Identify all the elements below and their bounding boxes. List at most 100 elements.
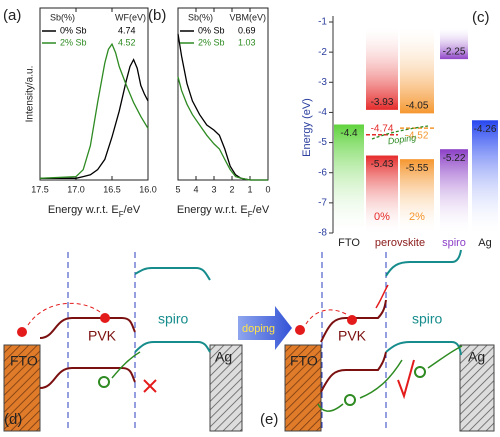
series-line: [177, 33, 268, 181]
fto-electrode: [3, 344, 41, 432]
column-label: 2%: [409, 211, 425, 223]
energy-band: [472, 120, 498, 233]
label: PVK: [338, 328, 367, 344]
ag-electrode: [209, 344, 243, 432]
legend-header: Sb(%): [50, 12, 75, 22]
group-label: perovskite: [375, 237, 425, 249]
x-tick-label: 5: [175, 184, 180, 194]
level-label: -2.25: [443, 46, 466, 57]
fermi-label: -4.52: [406, 131, 429, 142]
energy-band: [440, 28, 468, 60]
pvk-cb: [39, 317, 136, 339]
transfer-arrow: [317, 403, 344, 412]
blocked-mark: [143, 379, 157, 393]
level-label: -4.4: [340, 128, 358, 139]
diagram-d: FTO PVK spiro Ag (d): [3, 252, 243, 432]
panel-label: (e): [260, 411, 278, 428]
diagram-e: doping FTO PVK spiro Ag (e): [238, 249, 495, 432]
label: Ag: [215, 349, 232, 365]
transfer-arrow: [375, 284, 389, 309]
legend-header: Sb(%): [188, 12, 213, 22]
spiro-homo: [385, 341, 462, 356]
energy-band: [400, 28, 434, 114]
y-tick-label: -2: [318, 47, 327, 58]
label: Ag: [468, 349, 485, 365]
y-tick-label: -3: [318, 77, 327, 88]
legend-header: VBM(eV): [229, 12, 266, 22]
level-label: -5.55: [406, 163, 429, 174]
hole: [98, 376, 110, 388]
x-tick-label: 17.5: [31, 184, 49, 194]
legend-label: 2% Sb: [198, 37, 225, 47]
level-label: -4.05: [406, 101, 429, 112]
x-axis-label-sub: F: [248, 210, 253, 219]
column-label: 0%: [374, 211, 390, 223]
panel-label: (a): [3, 7, 21, 24]
spiro-homo: [134, 341, 211, 353]
electron: [295, 325, 305, 335]
x-axis-label-part: Energy w.r.t. E: [177, 204, 248, 216]
doping-arrow: [238, 306, 292, 350]
hole: [414, 366, 426, 378]
x-axis-label-part: /eV: [124, 204, 141, 216]
y-tick-label: -4: [318, 107, 327, 118]
pvk-vb: [39, 367, 136, 389]
doping-arrow: [371, 125, 429, 140]
spiro-lumo: [134, 267, 211, 281]
pvk-vb: [320, 351, 387, 393]
label: spiro: [412, 311, 443, 327]
pvk-cb: [320, 299, 387, 343]
column-label: spiro: [442, 237, 466, 249]
series-line: [177, 76, 268, 181]
legend-value: 0.69: [238, 25, 256, 35]
spiro-lumo: [385, 249, 462, 277]
ag-electrode: [459, 344, 495, 432]
energy-band: [366, 28, 398, 111]
y-tick-label: -8: [318, 228, 327, 239]
x-tick-label: 17.0: [67, 184, 85, 194]
level-label: -5.43: [371, 159, 394, 170]
transfer-arrow: [305, 309, 347, 325]
x-tick-label: 0: [265, 184, 270, 194]
legend-value: 1.03: [238, 37, 256, 47]
hole: [344, 394, 356, 406]
y-tick-label: -1: [318, 17, 327, 28]
y-axis-label: Energy (eV): [301, 98, 313, 157]
x-tick-label: 16.0: [139, 184, 157, 194]
fermi-label: -4.74: [371, 123, 394, 134]
annotation: Doping: [387, 132, 417, 146]
panel-label: (d): [4, 411, 22, 428]
x-tick-label: 2: [229, 184, 234, 194]
plot-frame: [39, 7, 149, 181]
legend-value: 4.52: [118, 37, 136, 47]
panel-label: (c): [472, 9, 490, 26]
legend-label: 0% Sb: [60, 25, 87, 35]
energy-band: [366, 155, 398, 233]
transfer-arrow: [359, 359, 403, 399]
y-axis-label: Intensity/a.u.: [25, 66, 36, 123]
x-tick-label: 3: [211, 184, 216, 194]
transfer-arrow: [427, 345, 463, 369]
energy-band: [440, 149, 468, 233]
label: doping: [242, 323, 275, 335]
legend-header: WF(eV): [115, 12, 146, 22]
electron: [17, 327, 27, 337]
y-tick-label: -6: [318, 167, 327, 178]
energy-band: [334, 124, 364, 233]
fto-electrode: [284, 344, 322, 432]
x-axis-label: Energy w.r.t. EF/eV: [48, 204, 141, 219]
electron: [347, 315, 357, 325]
series-line: [39, 42, 149, 179]
y-tick-label: -5: [318, 137, 327, 148]
level-label: -5.22: [443, 153, 466, 164]
level-label: -3.93: [371, 97, 394, 108]
label: FTO: [290, 353, 318, 369]
x-axis-label-sub: F: [119, 210, 124, 219]
x-tick-label: 4: [193, 184, 198, 194]
level-label: -4.26: [474, 124, 497, 135]
plot-frame: [177, 7, 269, 181]
column-label: Ag: [478, 237, 491, 249]
electron: [100, 313, 110, 323]
column-label: FTO: [338, 237, 360, 249]
